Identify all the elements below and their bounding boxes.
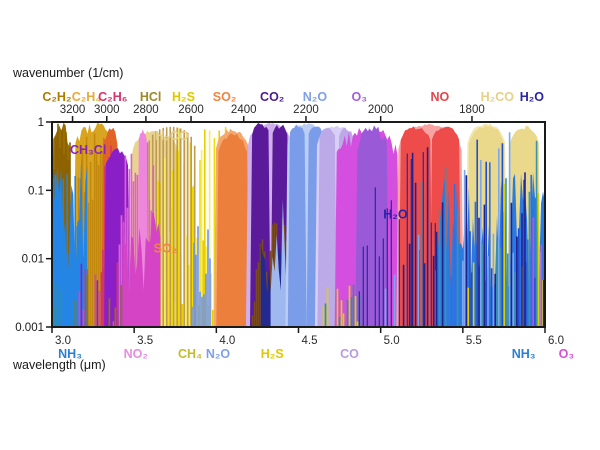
top-tick-label: 1800 <box>459 104 485 116</box>
bottom-tick-label: 3.5 <box>137 335 153 347</box>
top-molecule-label: H₂S <box>172 90 195 104</box>
band-N2O <box>287 124 307 327</box>
bottom-molecule-label: CH₄ <box>178 347 202 361</box>
bottom-tick-label: 5.5 <box>466 335 482 347</box>
top-molecule-label: H₂CO <box>481 90 515 104</box>
band-H2O-NH3 <box>384 234 420 327</box>
bottom-molecule-label: H₂S <box>261 347 284 361</box>
annotation-hco: H₂CO <box>155 129 189 143</box>
y-tick-label: 0.01 <box>22 254 44 266</box>
band-H2O-NH3 <box>465 175 545 327</box>
top-axis-title: wavenumber (1/cm) <box>13 66 124 80</box>
top-tick-label: 2600 <box>178 104 204 116</box>
bottom-molecule-label: NH₃ <box>512 347 536 361</box>
band-mixed <box>84 262 147 327</box>
top-molecule-label: O₃ <box>352 90 368 104</box>
bottom-tick-label: 4.0 <box>219 335 235 347</box>
bottom-molecule-label: NO₂ <box>124 347 148 361</box>
top-molecule-label: HCl <box>140 90 162 104</box>
top-molecule-label: C₂H₂ <box>42 90 71 104</box>
band-H2O <box>521 172 526 327</box>
band-mixed <box>320 285 365 327</box>
band-NO2 <box>122 211 161 327</box>
top-tick-label: 2400 <box>231 104 257 116</box>
bottom-tick-label: 4.5 <box>302 335 318 347</box>
bottom-tick-label: 5.0 <box>384 335 400 347</box>
band-NH3 <box>52 283 62 327</box>
annotation-ho: H₂O <box>383 208 408 222</box>
band-H2O-NH3 <box>402 147 444 327</box>
top-tick-label: 3200 <box>60 104 86 116</box>
top-molecule-label: CO₂ <box>260 90 284 104</box>
top-molecule-label: C₂H₆ <box>98 90 127 104</box>
plot-frame <box>51 121 546 328</box>
top-molecule-label: NO <box>430 90 449 104</box>
band-O3 <box>532 217 543 327</box>
bottom-axis-title: wavelength (μm) <box>13 358 106 372</box>
y-tick-label: 0.1 <box>28 185 44 197</box>
band-H2O-NH3 <box>450 183 456 327</box>
bottom-molecule-label: N₂O <box>206 347 231 361</box>
top-molecule-label: C₂H₄ <box>72 90 102 104</box>
top-molecule-label: N₂O <box>303 90 328 104</box>
top-molecule-label: SO₂ <box>213 90 237 104</box>
band-H2O-NH3 <box>474 162 534 327</box>
top-molecule-label: H₂O <box>520 90 545 104</box>
top-tick-label: 2000 <box>368 104 394 116</box>
band-CO <box>317 127 338 327</box>
annotation-so: SO₂ <box>154 242 178 256</box>
band-H2O-NH3 <box>462 132 541 327</box>
bottom-molecule-label: O₃ <box>559 347 575 361</box>
bottom-molecule-label: CO <box>340 347 359 361</box>
y-tick-label: 1 <box>38 117 44 129</box>
spectral-bands <box>52 122 545 327</box>
bottom-tick-label: 3.0 <box>55 335 71 347</box>
band-SO2 <box>216 133 250 327</box>
band-H2O-NH3 <box>481 140 538 327</box>
bottom-molecule-label: NH₃ <box>58 347 82 361</box>
bottom-tick-label: 6.0 <box>548 335 564 347</box>
top-tick-label: 3000 <box>94 104 120 116</box>
top-tick-label: 2200 <box>293 104 319 116</box>
band-H2O-NH3 <box>420 167 459 327</box>
y-tick-label: 0.001 <box>15 322 44 334</box>
band-N2O <box>189 226 211 327</box>
annotation-chcl: CH₃Cl <box>70 143 106 157</box>
band-NH3 <box>52 174 88 327</box>
top-tick-label: 2800 <box>133 104 159 116</box>
